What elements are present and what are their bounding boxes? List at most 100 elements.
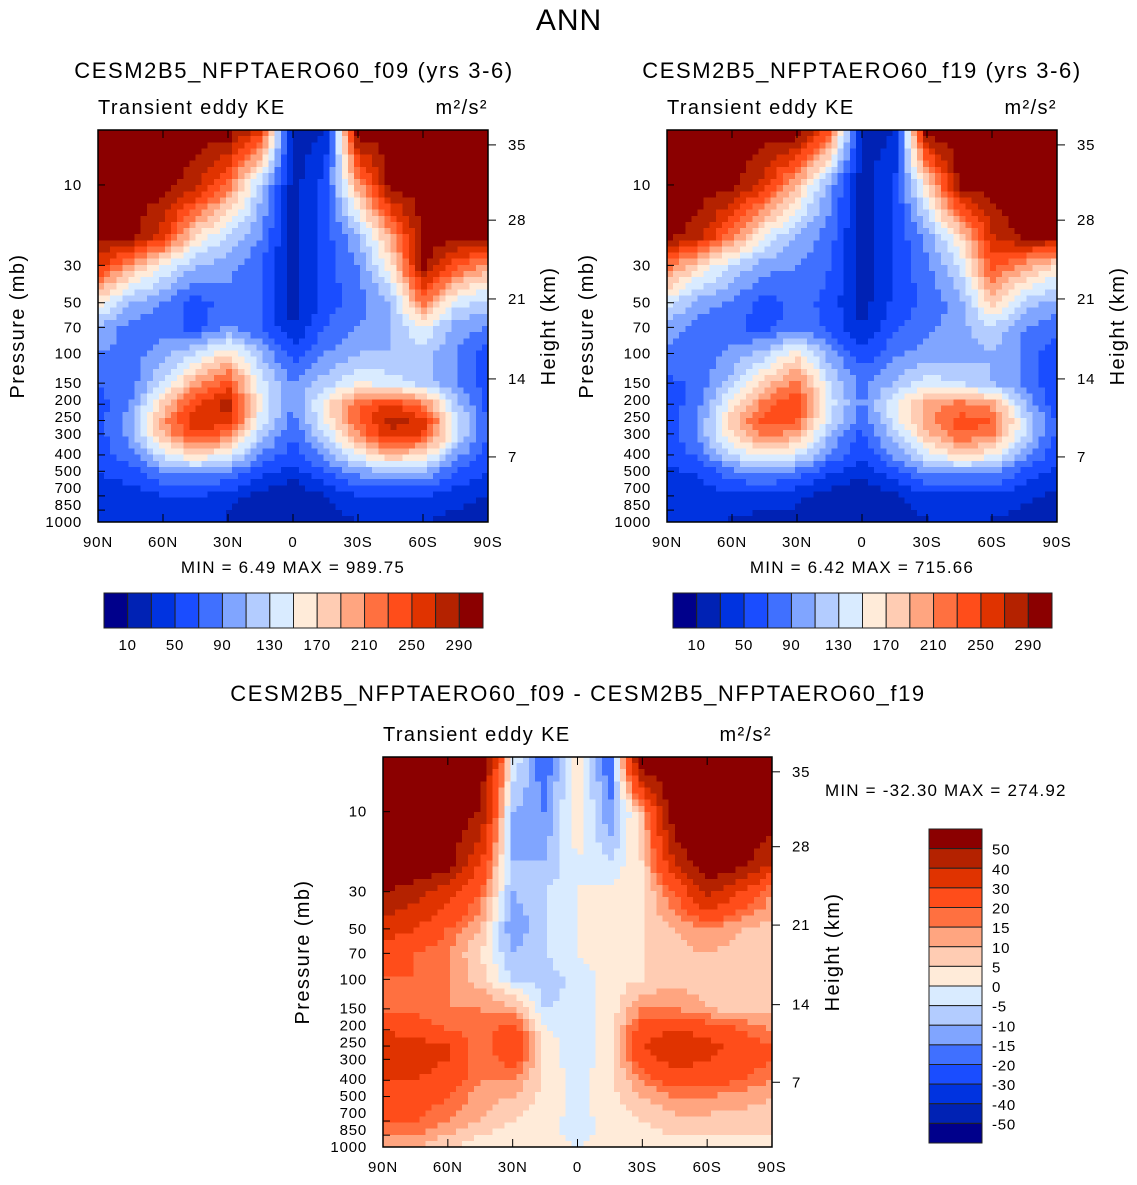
contour-cell bbox=[177, 344, 184, 352]
contour-cell bbox=[475, 399, 483, 407]
contour-cell bbox=[481, 503, 489, 511]
contour-cell bbox=[396, 270, 404, 278]
contour-cell bbox=[396, 246, 404, 254]
contour-cell bbox=[953, 148, 961, 156]
contour-cell bbox=[280, 424, 288, 431]
contour-cell bbox=[171, 289, 178, 296]
contour-cell bbox=[262, 240, 270, 247]
contour-cell bbox=[305, 307, 312, 315]
contour-cell bbox=[274, 515, 282, 523]
contour-cell bbox=[171, 399, 178, 407]
contour-cell bbox=[140, 405, 148, 413]
contour-cell bbox=[201, 166, 209, 174]
contour-cell bbox=[697, 154, 705, 162]
contour-cell bbox=[134, 448, 142, 456]
contour-cell bbox=[104, 283, 111, 290]
contour-cell bbox=[280, 148, 288, 156]
contour-cell bbox=[262, 209, 270, 217]
contour-cell bbox=[1032, 197, 1040, 205]
contour-cell bbox=[262, 326, 270, 333]
contour-cell bbox=[104, 338, 111, 345]
contour-cell bbox=[268, 234, 276, 241]
contour-cell bbox=[445, 344, 453, 352]
contour-cell bbox=[855, 148, 863, 156]
contour-cell bbox=[481, 448, 489, 456]
contour-cell bbox=[451, 160, 459, 168]
contour-cell bbox=[122, 362, 130, 370]
contour-cell bbox=[268, 460, 276, 468]
contour-cell bbox=[244, 295, 251, 303]
x-tick-label: 60S bbox=[408, 534, 437, 551]
contour-cell bbox=[451, 448, 459, 456]
contour-cell bbox=[366, 215, 373, 223]
contour-cell bbox=[353, 399, 361, 407]
contour-cell bbox=[673, 197, 680, 205]
contour-cell bbox=[837, 197, 845, 205]
contour-cell bbox=[715, 172, 723, 180]
contour-cell bbox=[140, 417, 148, 425]
contour-cell bbox=[262, 515, 270, 523]
contour-cell bbox=[329, 203, 337, 211]
contour-cell bbox=[219, 166, 227, 174]
contour-cell bbox=[244, 234, 251, 241]
contour-cell bbox=[189, 497, 197, 505]
contour-cell bbox=[475, 252, 483, 260]
contour-cell bbox=[679, 142, 686, 149]
contour-cell bbox=[219, 473, 227, 480]
contour-cell bbox=[353, 479, 361, 486]
contour-cell bbox=[158, 283, 166, 290]
contour-cell bbox=[177, 509, 184, 517]
contour-cell bbox=[390, 252, 398, 260]
contour-cell bbox=[384, 326, 392, 333]
contour-cell bbox=[439, 160, 446, 168]
contour-cell bbox=[819, 185, 827, 192]
contour-cell bbox=[1002, 142, 1009, 149]
contour-cell bbox=[128, 295, 136, 303]
contour-cell bbox=[183, 479, 190, 486]
colorbar-label: 290 bbox=[446, 637, 473, 654]
contour-cell bbox=[116, 387, 123, 394]
contour-cell bbox=[457, 148, 465, 156]
contour-cell bbox=[396, 234, 404, 241]
contour-cell bbox=[360, 307, 367, 315]
contour-cell bbox=[171, 479, 178, 486]
contour-cell bbox=[463, 344, 471, 352]
contour-cell bbox=[898, 185, 906, 192]
contour-cell bbox=[451, 460, 459, 468]
contour-cell bbox=[140, 252, 148, 260]
contour-cell bbox=[140, 307, 148, 315]
contour-cell bbox=[323, 473, 331, 480]
contour-cell bbox=[140, 356, 148, 364]
contour-cell bbox=[98, 509, 105, 517]
y-tick-label: 400 bbox=[55, 446, 82, 463]
contour-cell bbox=[116, 393, 123, 401]
contour-cell bbox=[256, 136, 264, 143]
contour-cell bbox=[1050, 172, 1058, 180]
contour-cell bbox=[189, 350, 197, 358]
contour-cell bbox=[177, 436, 184, 443]
contour-cell bbox=[189, 515, 197, 523]
contour-cell bbox=[862, 148, 869, 156]
contour-cell bbox=[396, 362, 404, 370]
contour-cell bbox=[305, 332, 312, 339]
contour-cell bbox=[280, 387, 288, 394]
contour-cell bbox=[305, 344, 312, 352]
contour-cell bbox=[341, 411, 349, 419]
contour-cell bbox=[293, 130, 300, 137]
contour-cell bbox=[311, 393, 318, 401]
contour-cell bbox=[152, 405, 160, 413]
contour-cell bbox=[146, 362, 154, 370]
contour-cell bbox=[104, 344, 111, 352]
contour-cell bbox=[353, 497, 361, 505]
contour-cell bbox=[341, 509, 349, 517]
contour-cell bbox=[378, 289, 385, 296]
contour-cell bbox=[469, 258, 477, 266]
contour-cell bbox=[433, 136, 440, 143]
contour-cell bbox=[299, 160, 306, 168]
contour-cell bbox=[372, 228, 379, 235]
contour-cell bbox=[366, 362, 373, 370]
contour-cell bbox=[414, 338, 422, 345]
contour-cell bbox=[152, 424, 160, 431]
contour-cell bbox=[892, 142, 900, 149]
contour-cell bbox=[481, 344, 489, 352]
